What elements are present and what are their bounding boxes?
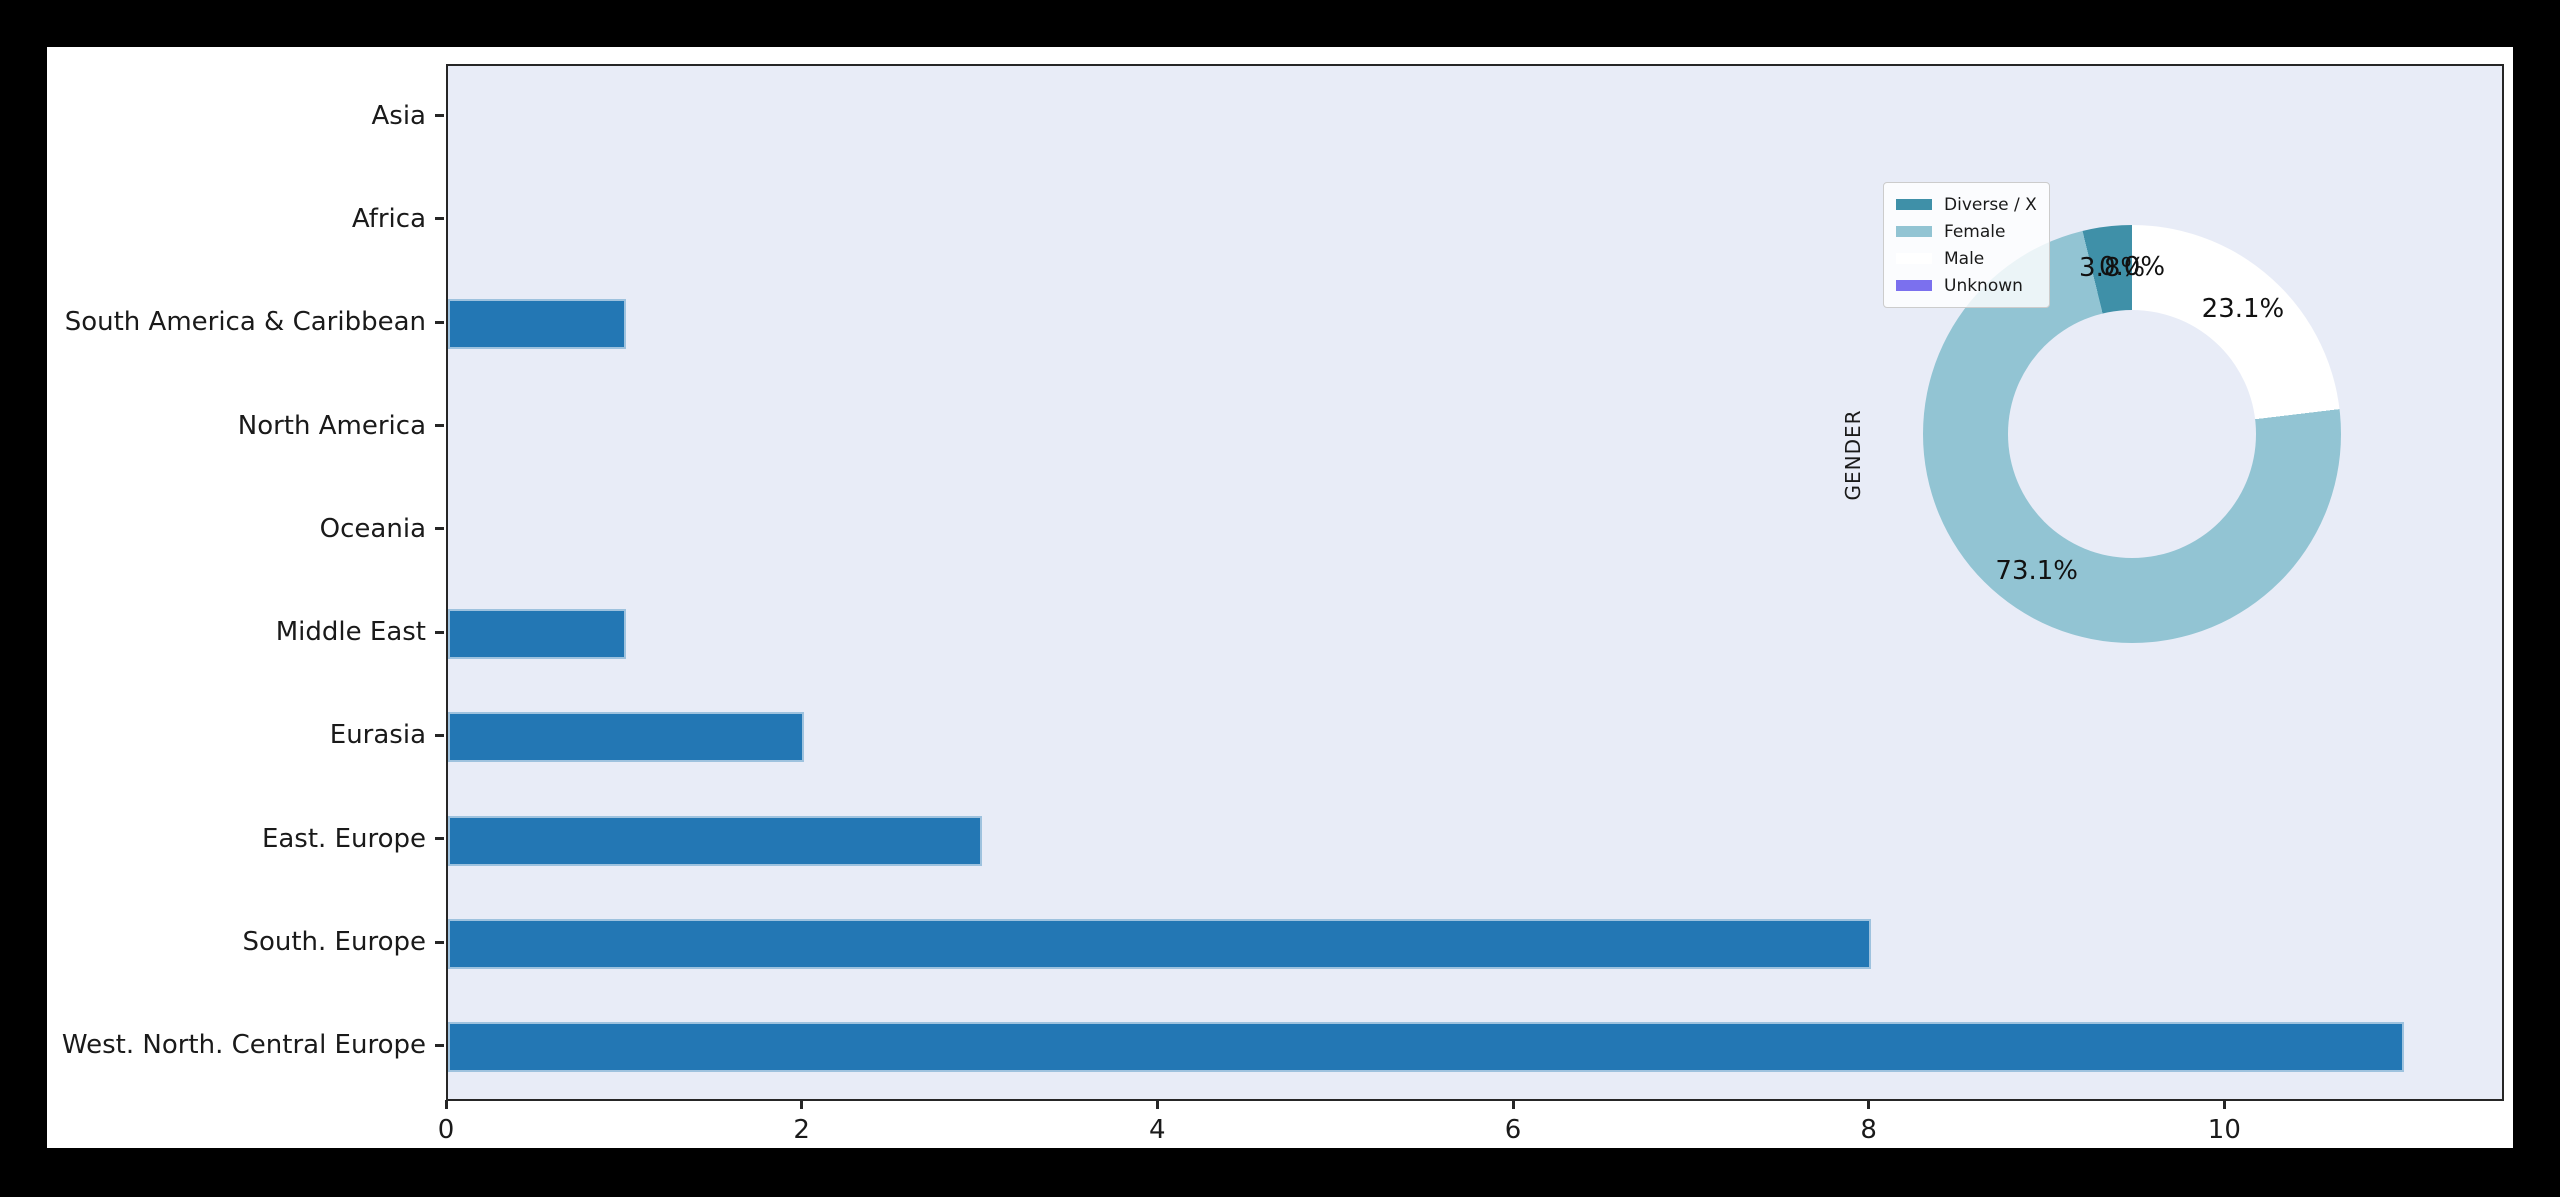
legend-label: Unknown <box>1944 275 2023 296</box>
y-tick-mark <box>435 1043 444 1047</box>
pie-percent-label: 23.1% <box>2201 293 2285 324</box>
legend-row: Unknown <box>1896 272 2037 299</box>
y-tick-label: Africa <box>351 203 426 234</box>
x-tick-label: 8 <box>1860 1115 1877 1145</box>
legend-swatch <box>1896 226 1932 237</box>
y-tick-label: Oceania <box>319 513 426 544</box>
y-tick-mark <box>435 424 444 428</box>
pie-ylabel: GENDER <box>1841 409 1865 501</box>
legend: Diverse / X Female Male Unknown <box>1883 182 2050 308</box>
y-tick-label: West. North. Central Europe <box>61 1030 426 1061</box>
y-tick-label: South. Europe <box>242 927 426 958</box>
pie-percent-label: 73.1% <box>1995 556 2079 587</box>
bar <box>448 299 626 350</box>
legend-row: Male <box>1896 245 2037 272</box>
y-tick-mark <box>435 217 444 221</box>
legend-label: Diverse / X <box>1944 194 2037 215</box>
legend-label: Female <box>1944 221 2006 242</box>
x-tick-mark <box>2222 1100 2226 1109</box>
y-tick-label: Asia <box>371 100 427 131</box>
x-tick-mark <box>1155 1100 1159 1109</box>
x-tick-label: 6 <box>1504 1115 1522 1145</box>
x-tick-label: 10 <box>2207 1115 2241 1145</box>
legend-swatch <box>1896 253 1932 264</box>
legend-row: Female <box>1896 218 2037 245</box>
y-tick-mark <box>435 114 444 118</box>
x-tick-label: 2 <box>793 1115 810 1145</box>
legend-swatch <box>1896 280 1932 291</box>
y-tick-mark <box>435 733 444 737</box>
bar <box>448 609 626 660</box>
bar <box>448 1022 2405 1073</box>
x-tick-mark <box>1511 1100 1515 1109</box>
bar <box>448 712 804 763</box>
pie-percent-label: 3.8% <box>2079 252 2146 283</box>
pie-percent-label: 0.0% <box>2098 251 2166 282</box>
bar <box>448 815 982 866</box>
y-tick-label: Eurasia <box>329 720 426 751</box>
x-tick-mark <box>444 1100 448 1109</box>
legend-label: Male <box>1944 248 1985 269</box>
donut-hole <box>2008 310 2256 558</box>
x-tick-mark <box>1867 1100 1871 1109</box>
y-tick-label: North America <box>237 410 426 441</box>
y-tick-mark <box>435 940 444 944</box>
x-tick-label: 4 <box>1149 1115 1166 1145</box>
legend-swatch <box>1896 199 1932 210</box>
y-tick-label: Middle East <box>275 617 426 648</box>
x-tick-label: 0 <box>437 1115 455 1145</box>
y-tick-label: South America & Caribbean <box>64 307 426 338</box>
figure-background: GENDER Diverse / X Female Male Unknown Asia… <box>47 47 2513 1148</box>
x-tick-mark <box>800 1100 804 1109</box>
bar <box>448 919 1871 970</box>
y-tick-mark <box>435 630 444 634</box>
legend-row: Diverse / X <box>1896 191 2037 218</box>
y-tick-label: East. Europe <box>261 823 426 854</box>
y-tick-mark <box>435 837 444 841</box>
y-tick-mark <box>435 527 444 531</box>
y-tick-mark <box>435 320 444 324</box>
